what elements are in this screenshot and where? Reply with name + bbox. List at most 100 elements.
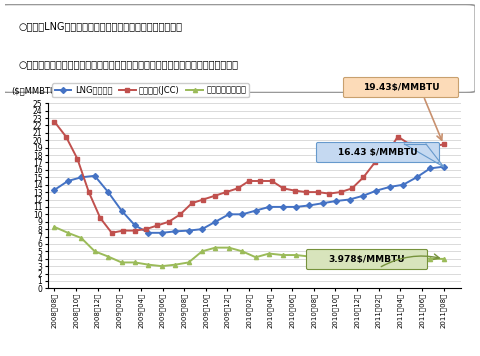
原油価格(JCC) — [132, 229, 137, 233]
Line: ヘンリーハブ価格: ヘンリーハブ価格 — [52, 225, 445, 268]
ヘンリーハブ価格 — [280, 253, 286, 257]
原油価格(JCC) — [258, 179, 264, 183]
LNG輸入価格 — [333, 199, 339, 203]
LNG輸入価格 — [172, 229, 178, 234]
LNG輸入価格 — [253, 209, 259, 213]
原油価格(JCC) — [235, 186, 240, 190]
原油価格(JCC) — [109, 231, 115, 235]
LNG輸入価格 — [52, 188, 58, 192]
LNG輸入価格 — [293, 205, 299, 209]
原油価格(JCC) — [166, 220, 172, 224]
ヘンリーハブ価格 — [293, 253, 299, 257]
ヘンリーハブ価格 — [427, 257, 433, 261]
Text: ○日本のLNG輸入価格は、原油価格の上昇により、上昇。: ○日本のLNG輸入価格は、原油価格の上昇により、上昇。 — [19, 21, 183, 31]
ヘンリーハブ価格 — [213, 246, 218, 250]
原油価格(JCC) — [212, 194, 217, 198]
ヘンリーハブ価格 — [159, 264, 165, 268]
原油価格(JCC) — [292, 188, 298, 193]
LNG輸入価格 — [159, 231, 165, 235]
ヘンリーハブ価格 — [145, 262, 151, 267]
ヘンリーハブ価格 — [387, 253, 393, 257]
LNG輸入価格 — [307, 203, 312, 208]
ヘンリーハブ価格 — [373, 255, 379, 259]
原油価格(JCC) — [326, 192, 332, 196]
ヘンリーハブ価格 — [266, 251, 272, 256]
ヘンリーハブ価格 — [253, 255, 259, 260]
原油価格(JCC) — [97, 216, 103, 220]
LNG輸入価格 — [78, 175, 84, 179]
ヘンリーハブ価格 — [240, 249, 245, 253]
原油価格(JCC) — [395, 135, 401, 139]
LNG輸入価格 — [132, 223, 138, 227]
Polygon shape — [404, 144, 444, 167]
原油価格(JCC) — [143, 227, 149, 231]
原油価格(JCC) — [429, 144, 435, 148]
原油価格(JCC) — [372, 160, 378, 164]
LNG輸入価格 — [280, 205, 286, 209]
LNG輸入価格 — [213, 220, 218, 224]
原油価格(JCC) — [315, 190, 321, 194]
ヘンリーハブ価格 — [65, 231, 71, 235]
Text: ($／MMBTU): ($／MMBTU) — [11, 87, 59, 96]
FancyBboxPatch shape — [344, 78, 458, 98]
ヘンリーハブ価格 — [226, 246, 232, 250]
LNG輸入価格 — [400, 183, 406, 187]
原油価格(JCC) — [406, 142, 412, 146]
ヘンリーハブ価格 — [307, 255, 312, 259]
FancyBboxPatch shape — [316, 142, 440, 162]
ヘンリーハブ価格 — [105, 255, 111, 259]
ヘンリーハブ価格 — [186, 260, 192, 265]
ヘンリーハブ価格 — [132, 260, 138, 265]
原油価格(JCC) — [384, 153, 389, 157]
LNG輸入価格 — [427, 166, 433, 171]
FancyBboxPatch shape — [0, 4, 475, 93]
ヘンリーハブ価格 — [92, 249, 97, 253]
原油価格(JCC) — [52, 120, 58, 124]
ヘンリーハブ価格 — [333, 258, 339, 262]
ヘンリーハブ価格 — [320, 257, 325, 261]
原油価格(JCC) — [280, 186, 286, 190]
ヘンリーハブ価格 — [400, 255, 406, 259]
LNG輸入価格 — [347, 197, 352, 201]
LNG輸入価格 — [414, 175, 420, 179]
原油価格(JCC) — [155, 223, 160, 227]
原油価格(JCC) — [120, 229, 126, 233]
Line: 原油価格(JCC): 原油価格(JCC) — [52, 120, 445, 235]
ヘンリーハブ価格 — [360, 255, 366, 260]
原油価格(JCC) — [86, 190, 92, 194]
原油価格(JCC) — [189, 201, 195, 205]
原油価格(JCC) — [349, 186, 355, 190]
Text: 16.43 $/MMBTU: 16.43 $/MMBTU — [338, 148, 418, 157]
Line: LNG輸入価格: LNG輸入価格 — [52, 164, 445, 235]
Text: 19.43$/MMBTU: 19.43$/MMBTU — [363, 83, 439, 92]
原油価格(JCC) — [337, 190, 343, 194]
LNG輸入価格 — [387, 185, 393, 189]
LNG輸入価格 — [360, 194, 366, 198]
原油価格(JCC) — [303, 190, 309, 194]
LNG輸入価格 — [240, 212, 245, 216]
Text: 3.978$/MMBTU: 3.978$/MMBTU — [329, 255, 405, 264]
原油価格(JCC) — [360, 175, 366, 179]
ヘンリーハブ価格 — [78, 236, 84, 240]
原油価格(JCC) — [223, 190, 229, 194]
LNG輸入価格 — [266, 205, 272, 209]
LNG輸入価格 — [145, 231, 151, 235]
ヘンリーハブ価格 — [199, 249, 205, 253]
LNG輸入価格 — [373, 188, 379, 193]
FancyBboxPatch shape — [307, 250, 428, 269]
Legend: LNG輸入価格, 原油価格(JCC), ヘンリーハブ価格: LNG輸入価格, 原油価格(JCC), ヘンリーハブ価格 — [52, 83, 249, 97]
原油価格(JCC) — [246, 179, 252, 183]
LNG輸入価格 — [119, 209, 124, 213]
原油価格(JCC) — [441, 142, 446, 147]
ヘンリーハブ価格 — [414, 255, 420, 260]
LNG輸入価格 — [92, 174, 97, 178]
LNG輸入価格 — [320, 201, 325, 205]
ヘンリーハブ価格 — [172, 262, 178, 267]
LNG輸入価格 — [186, 229, 192, 233]
LNG輸入価格 — [65, 179, 71, 183]
Text: ○米国の天然ガス価格は、シェールガスの生産拡大により、需給が緩和し、下落。: ○米国の天然ガス価格は、シェールガスの生産拡大により、需給が緩和し、下落。 — [19, 59, 239, 69]
ヘンリーハブ価格 — [347, 257, 352, 261]
原油価格(JCC) — [269, 179, 275, 183]
ヘンリーハブ価格 — [441, 257, 446, 261]
LNG輸入価格 — [105, 190, 111, 194]
